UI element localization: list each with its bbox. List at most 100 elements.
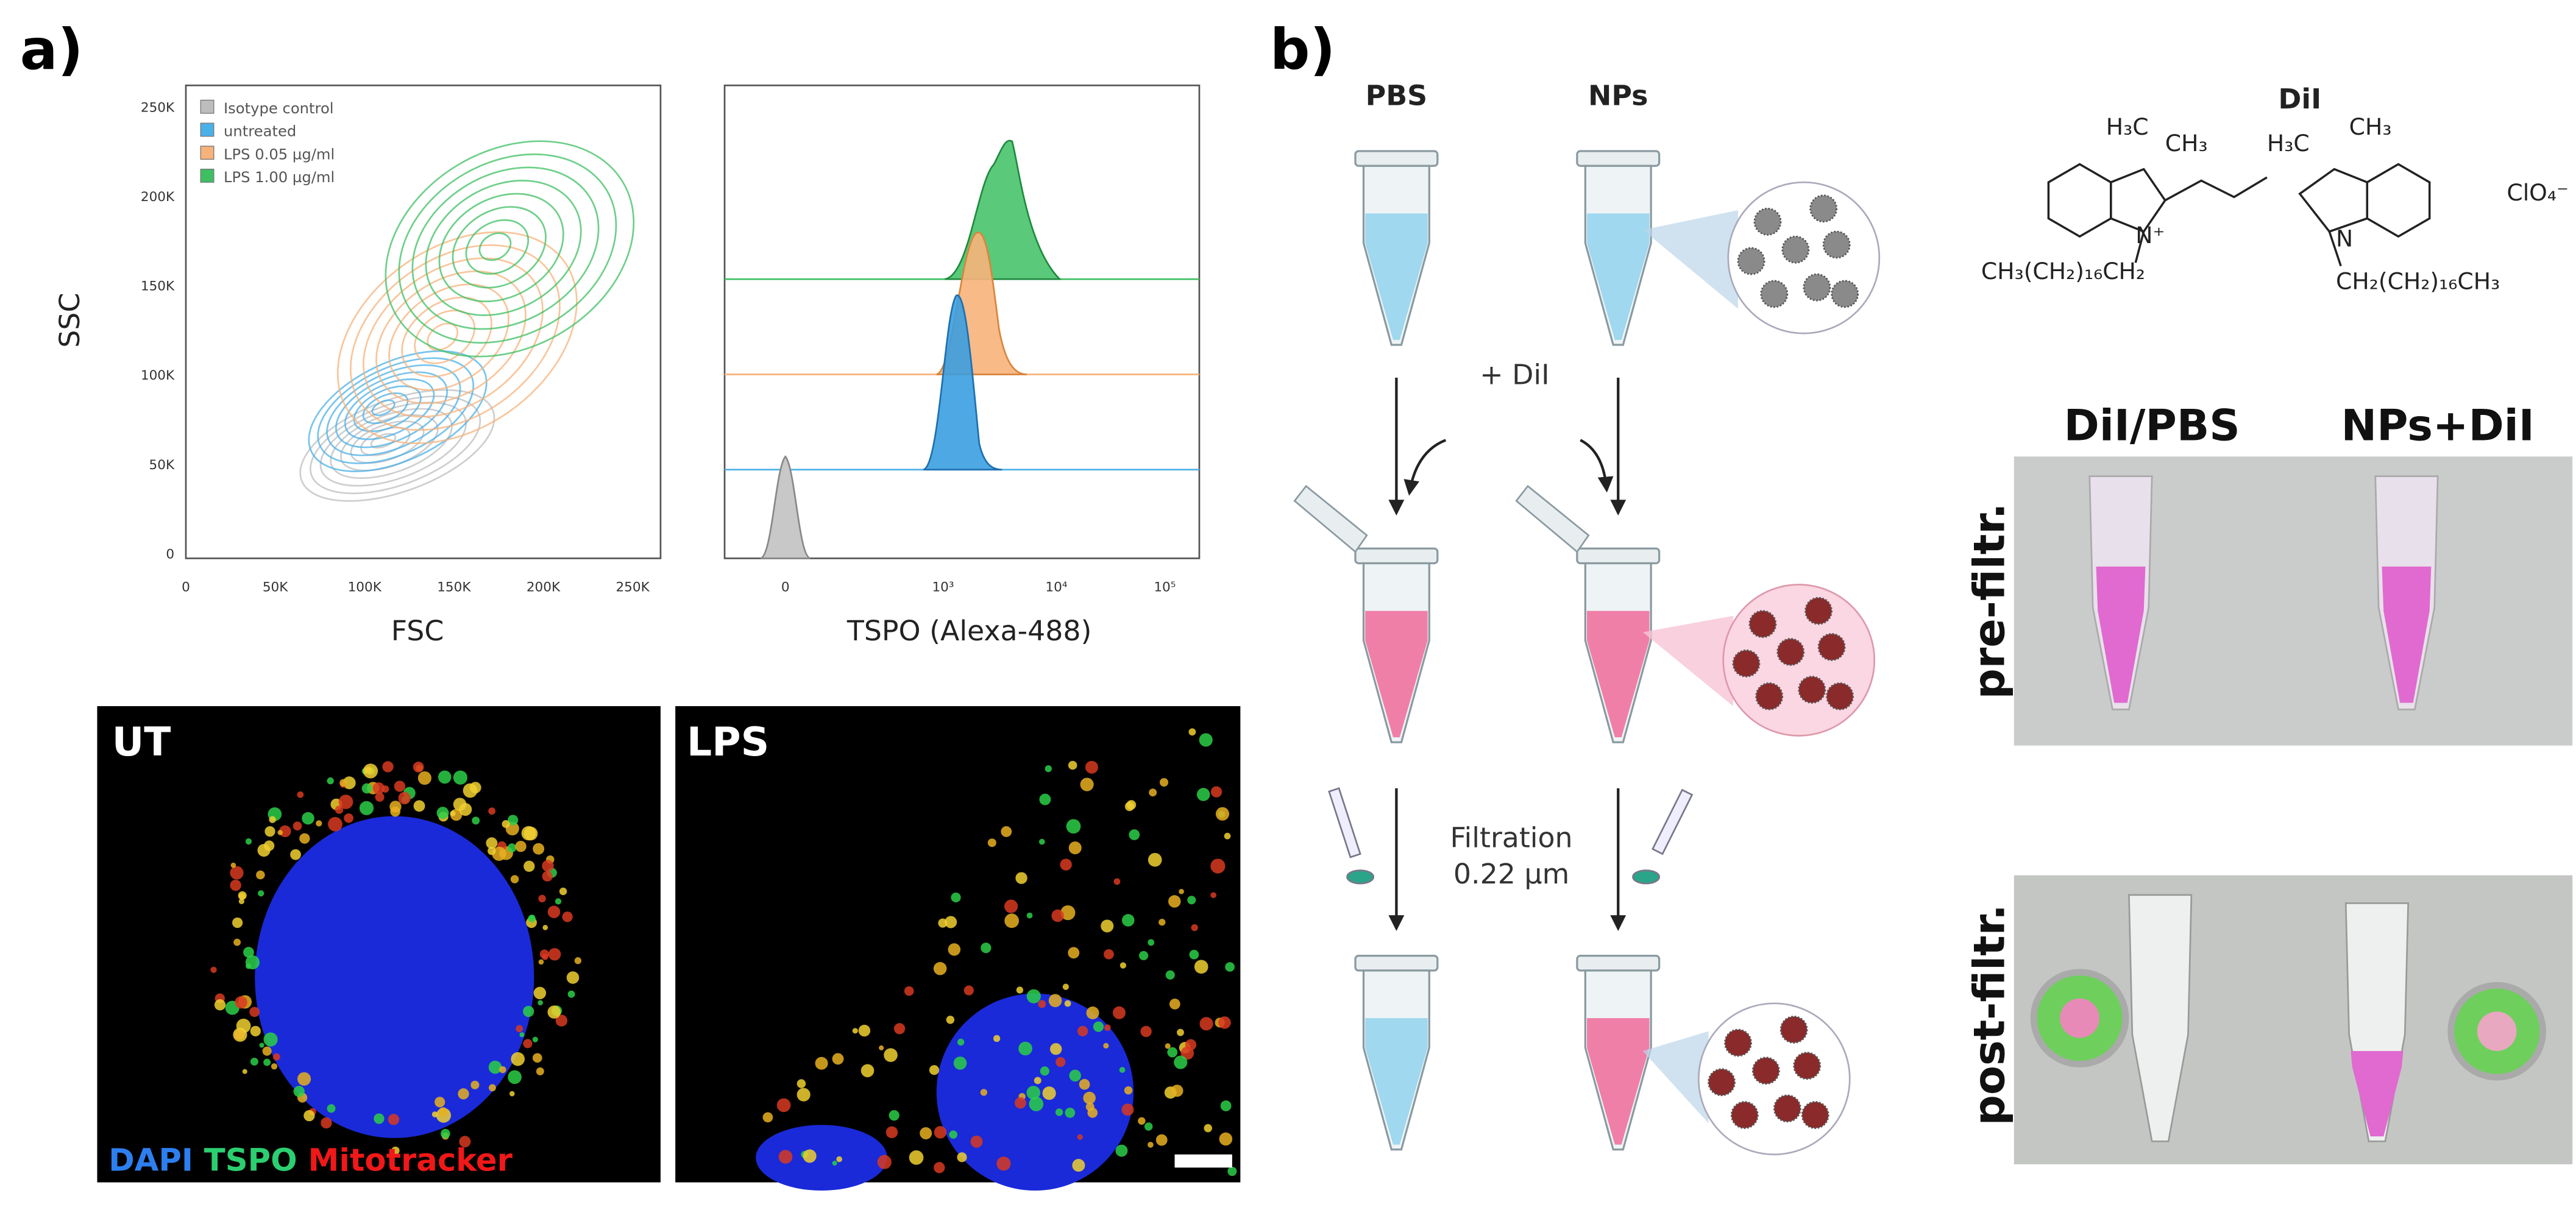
signal [1191,924,1198,932]
signal [889,1110,899,1121]
photo-liquid [2351,1050,2404,1137]
y-axis-label: SSC [53,293,86,348]
signal [1038,1000,1046,1008]
signal [519,1032,525,1038]
signal [1062,983,1069,990]
signal [555,898,562,905]
contour [401,296,492,378]
signal [1165,1043,1171,1049]
signal [1018,1041,1032,1056]
signal [1218,1016,1231,1029]
signal [417,771,431,785]
signal [321,1117,332,1129]
signal [762,1112,773,1123]
nanoparticle [1732,649,1761,678]
scatter-frame [185,84,662,559]
signal [507,843,517,852]
signal [510,875,519,883]
photo-liquid [2382,566,2432,703]
signal [963,985,974,996]
signal [523,1005,534,1018]
tube-lid [1515,484,1590,553]
histogram-ticks: 0 10³ 10⁴ 10⁵ [781,579,1176,595]
signal [567,990,575,998]
signal [263,1058,271,1066]
signal [1085,1102,1095,1111]
signal [382,761,394,773]
signal [542,871,553,882]
signal [904,986,914,996]
signal [1224,832,1231,840]
signal [303,1110,315,1122]
signal [1077,1025,1088,1036]
signal [242,1069,247,1074]
signal [1029,1097,1044,1111]
signal [1040,1066,1049,1076]
filter-membrane [2477,1011,2517,1051]
signal [562,911,573,922]
legend-entry: LPS 0.05 µg/ml [224,145,335,163]
signal [815,1057,828,1070]
signal [435,1097,445,1108]
signal [1167,1047,1178,1058]
nanoparticle [1779,1016,1808,1044]
signal [1129,829,1140,840]
contour [353,385,422,433]
signal [359,801,374,815]
signal [934,1126,947,1139]
signal [459,1136,471,1148]
signal [272,1053,280,1061]
signal [297,791,304,798]
signal [1015,872,1027,884]
signal [1168,895,1181,908]
ring [2298,168,2369,233]
signal [398,791,411,805]
panel-label: a) [20,17,83,82]
signal [953,1057,967,1070]
signal [375,792,385,802]
step-label: Filtration [1450,821,1573,854]
signal [1015,1097,1026,1109]
legend-swatch [200,168,215,183]
nanoparticle [1826,682,1854,710]
signal [1124,802,1134,812]
nanoparticle [1831,280,1859,308]
tube [1354,547,1439,743]
signal [538,959,544,965]
signal [1199,1017,1213,1031]
signal [1026,989,1041,1003]
signal [521,826,536,841]
signal [532,1036,538,1042]
signal [259,1042,264,1048]
signal [1148,939,1155,946]
y-tick-label: 150K [141,279,175,294]
syringe [1652,788,1694,855]
signal [258,890,264,897]
signal [1115,1144,1128,1157]
signal [1016,986,1024,994]
signal [938,918,948,928]
signal [488,1084,496,1092]
signal [1064,1000,1071,1007]
signal [344,813,353,823]
signal [1113,878,1121,885]
signal [547,905,561,918]
contour [336,231,578,444]
y-tick-label: 0 [166,547,174,562]
nanoparticle [1776,638,1805,666]
contour [438,193,564,303]
signal [1119,962,1127,969]
signal [1004,899,1018,913]
signal [1148,1141,1154,1148]
signal [555,1014,568,1027]
stain: Mitotracker [308,1142,513,1179]
nanoparticle [1822,230,1851,259]
signal [1034,1077,1041,1085]
signal [232,917,243,929]
photo-row: post-filtr. [1965,904,2015,1125]
signal [1072,1159,1085,1172]
panel-label: b) [1270,17,1335,82]
bond [2134,231,2145,263]
signal [214,999,226,1011]
